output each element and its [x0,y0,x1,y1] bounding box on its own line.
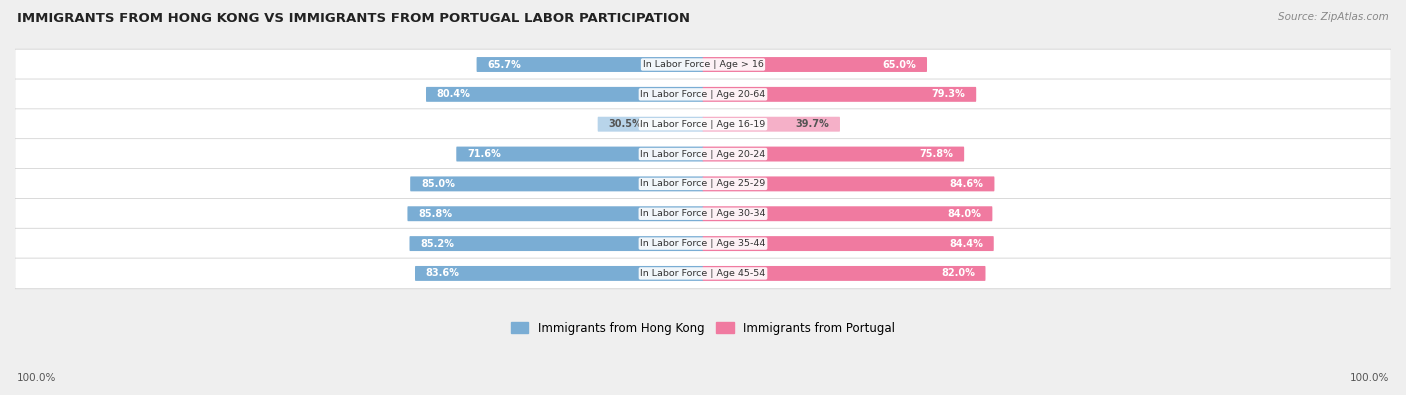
FancyBboxPatch shape [409,236,703,251]
FancyBboxPatch shape [703,57,927,72]
FancyBboxPatch shape [408,206,703,221]
FancyBboxPatch shape [15,169,1391,199]
Text: 85.2%: 85.2% [420,239,454,248]
Text: 79.3%: 79.3% [932,89,966,100]
FancyBboxPatch shape [15,139,1391,169]
Legend: Immigrants from Hong Kong, Immigrants from Portugal: Immigrants from Hong Kong, Immigrants fr… [506,317,900,339]
FancyBboxPatch shape [457,147,703,162]
Text: 84.0%: 84.0% [948,209,981,219]
FancyBboxPatch shape [703,236,994,251]
Text: 84.6%: 84.6% [950,179,984,189]
FancyBboxPatch shape [15,198,1391,229]
FancyBboxPatch shape [426,87,703,102]
FancyBboxPatch shape [411,177,703,191]
Text: IMMIGRANTS FROM HONG KONG VS IMMIGRANTS FROM PORTUGAL LABOR PARTICIPATION: IMMIGRANTS FROM HONG KONG VS IMMIGRANTS … [17,12,690,25]
Text: In Labor Force | Age 45-54: In Labor Force | Age 45-54 [640,269,766,278]
Text: 85.8%: 85.8% [418,209,453,219]
Text: 82.0%: 82.0% [941,269,974,278]
Text: 85.0%: 85.0% [420,179,454,189]
FancyBboxPatch shape [415,266,703,281]
Text: 80.4%: 80.4% [437,89,471,100]
FancyBboxPatch shape [703,206,993,221]
Text: 30.5%: 30.5% [609,119,643,129]
FancyBboxPatch shape [703,117,839,132]
FancyBboxPatch shape [703,266,986,281]
FancyBboxPatch shape [703,177,994,191]
Text: In Labor Force | Age 20-24: In Labor Force | Age 20-24 [640,150,766,158]
Text: In Labor Force | Age 20-64: In Labor Force | Age 20-64 [640,90,766,99]
Text: In Labor Force | Age 25-29: In Labor Force | Age 25-29 [640,179,766,188]
FancyBboxPatch shape [15,228,1391,259]
Text: 65.7%: 65.7% [488,60,522,70]
FancyBboxPatch shape [477,57,703,72]
FancyBboxPatch shape [703,147,965,162]
Text: 83.6%: 83.6% [426,269,460,278]
FancyBboxPatch shape [15,79,1391,110]
FancyBboxPatch shape [598,117,703,132]
Text: In Labor Force | Age 30-34: In Labor Force | Age 30-34 [640,209,766,218]
FancyBboxPatch shape [15,258,1391,289]
Text: 65.0%: 65.0% [883,60,917,70]
Text: In Labor Force | Age 16-19: In Labor Force | Age 16-19 [640,120,766,129]
Text: 75.8%: 75.8% [920,149,953,159]
Text: 39.7%: 39.7% [796,119,830,129]
Text: 71.6%: 71.6% [467,149,501,159]
FancyBboxPatch shape [15,109,1391,139]
Text: 100.0%: 100.0% [1350,373,1389,383]
FancyBboxPatch shape [703,87,976,102]
FancyBboxPatch shape [15,49,1391,80]
Text: Source: ZipAtlas.com: Source: ZipAtlas.com [1278,12,1389,22]
Text: 100.0%: 100.0% [17,373,56,383]
Text: 84.4%: 84.4% [949,239,983,248]
Text: In Labor Force | Age 35-44: In Labor Force | Age 35-44 [640,239,766,248]
Text: In Labor Force | Age > 16: In Labor Force | Age > 16 [643,60,763,69]
